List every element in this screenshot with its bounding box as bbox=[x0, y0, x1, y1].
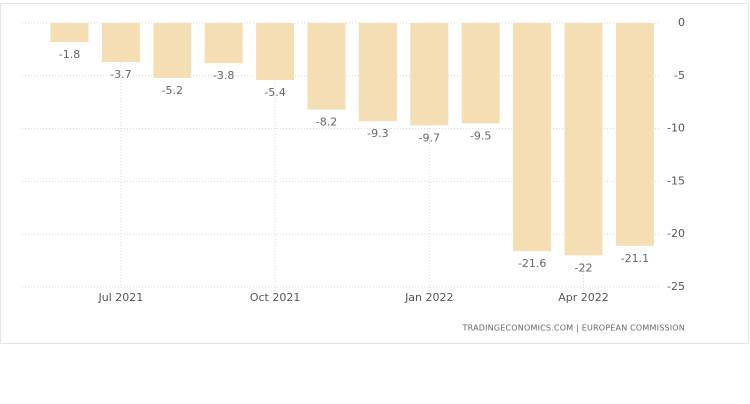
chart-frame bbox=[0, 3, 749, 344]
bar bbox=[101, 23, 140, 63]
source: TRADINGECONOMICS.COM | EUROPEAN COMMISSI… bbox=[462, 324, 685, 333]
x-tick-label: Apr 2022 bbox=[558, 291, 609, 304]
y-tick-label: -20 bbox=[667, 227, 685, 240]
bar bbox=[204, 23, 243, 64]
value-label: -8.2 bbox=[316, 116, 337, 129]
bar bbox=[461, 23, 500, 124]
bar bbox=[50, 23, 89, 43]
value-label: -1.8 bbox=[59, 48, 80, 61]
value-label: -3.8 bbox=[213, 69, 234, 82]
value-label: -5.4 bbox=[264, 86, 285, 99]
bar bbox=[564, 23, 603, 256]
bar bbox=[256, 23, 295, 81]
value-label: -21.6 bbox=[518, 257, 546, 270]
bar bbox=[513, 23, 552, 252]
x-tick-label: Jan 2022 bbox=[404, 291, 453, 304]
y-tick-label: -10 bbox=[667, 122, 685, 135]
bar bbox=[410, 23, 449, 126]
value-label: -21.1 bbox=[621, 252, 649, 265]
x-tick-label: Jul 2021 bbox=[98, 291, 144, 304]
value-label: -9.5 bbox=[470, 129, 491, 142]
bar bbox=[307, 23, 346, 110]
bar bbox=[358, 23, 397, 122]
y-tick-label: -15 bbox=[667, 174, 685, 187]
bar bbox=[615, 23, 654, 246]
y-tick-label: -25 bbox=[667, 280, 685, 293]
x-tick-label: Oct 2021 bbox=[250, 291, 301, 304]
y-tick-label: 0 bbox=[678, 16, 685, 29]
value-label: -3.7 bbox=[110, 68, 131, 81]
value-label: -22 bbox=[575, 261, 593, 274]
y-tick-label: -5 bbox=[674, 69, 685, 82]
value-label: -5.2 bbox=[162, 84, 183, 97]
value-label: -9.7 bbox=[419, 131, 440, 144]
value-label: -9.3 bbox=[367, 127, 388, 140]
bar bbox=[153, 23, 192, 78]
